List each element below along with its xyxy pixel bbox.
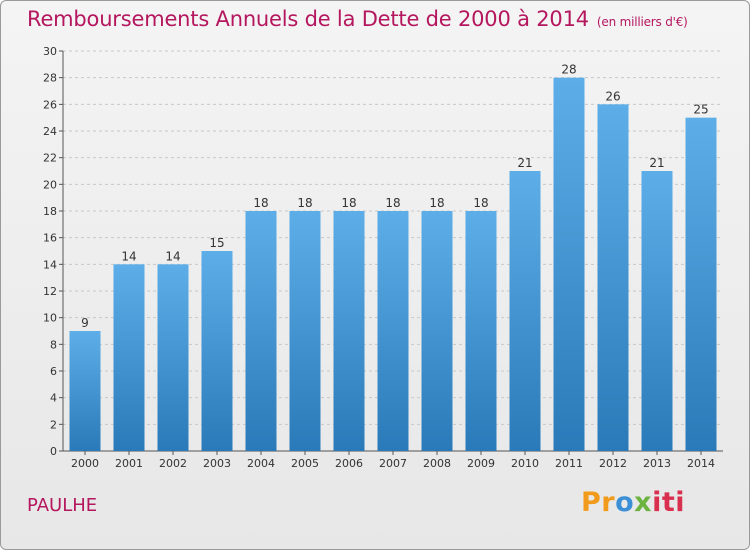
labels: 0246810121416182022242628302000920011420… xyxy=(43,45,715,470)
value-label-2006: 18 xyxy=(341,196,356,210)
x-tick-label-2000: 2000 xyxy=(71,457,99,470)
x-tick-label-2008: 2008 xyxy=(423,457,451,470)
value-label-2003: 15 xyxy=(209,236,224,250)
value-label-2008: 18 xyxy=(429,196,444,210)
x-tick-label-2005: 2005 xyxy=(291,457,319,470)
bar-2002 xyxy=(157,264,189,451)
bar-2008 xyxy=(421,211,453,451)
bar-2000 xyxy=(69,331,101,451)
bars xyxy=(69,77,717,452)
y-tick-label: 30 xyxy=(43,45,57,58)
x-tick-label-2013: 2013 xyxy=(643,457,671,470)
x-tick-label-2004: 2004 xyxy=(247,457,275,470)
chart-title-text: Remboursements Annuels de la Dette de 20… xyxy=(27,7,589,31)
value-label-2009: 18 xyxy=(473,196,488,210)
value-label-2010: 21 xyxy=(517,156,532,170)
value-label-2004: 18 xyxy=(253,196,268,210)
bar-2014 xyxy=(685,117,717,452)
y-tick-label: 2 xyxy=(50,418,57,431)
bar-2006 xyxy=(333,211,365,451)
x-tick-label-2011: 2011 xyxy=(555,457,583,470)
chart-title: Remboursements Annuels de la Dette de 20… xyxy=(27,7,688,31)
bar-2001 xyxy=(113,264,145,451)
value-label-2000: 9 xyxy=(81,316,89,330)
x-tick-label-2014: 2014 xyxy=(687,457,715,470)
value-label-2013: 21 xyxy=(649,156,664,170)
y-tick-label: 20 xyxy=(43,178,57,191)
bar-2004 xyxy=(245,211,277,451)
value-label-2002: 14 xyxy=(165,249,180,263)
chart-unit: (en milliers d'€) xyxy=(596,15,688,29)
y-tick-label: 14 xyxy=(43,258,57,271)
x-tick-label-2012: 2012 xyxy=(599,457,627,470)
bar-2013 xyxy=(641,171,673,451)
bar-2005 xyxy=(289,211,321,451)
bar-2012 xyxy=(597,104,629,451)
bar-2009 xyxy=(465,211,497,451)
y-tick-label: 6 xyxy=(50,365,57,378)
y-tick-label: 28 xyxy=(43,72,57,85)
bar-2007 xyxy=(377,211,409,451)
y-tick-label: 16 xyxy=(43,232,57,245)
bar-2010 xyxy=(509,171,541,451)
y-tick-label: 0 xyxy=(50,445,57,458)
commune-name: PAULHE xyxy=(27,495,98,516)
y-tick-label: 18 xyxy=(43,205,57,218)
x-tick-label-2007: 2007 xyxy=(379,457,407,470)
value-label-2001: 14 xyxy=(121,249,136,263)
x-tick-label-2002: 2002 xyxy=(159,457,187,470)
x-tick-label-2010: 2010 xyxy=(511,457,539,470)
bar-2011 xyxy=(553,77,585,452)
value-label-2012: 26 xyxy=(605,89,620,103)
value-label-2005: 18 xyxy=(297,196,312,210)
x-tick-label-2006: 2006 xyxy=(335,457,363,470)
y-tick-label: 12 xyxy=(43,285,57,298)
value-label-2014: 25 xyxy=(693,103,708,117)
y-tick-label: 22 xyxy=(43,152,57,165)
y-tick-label: 8 xyxy=(50,338,57,351)
y-tick-label: 4 xyxy=(50,392,57,405)
value-label-2007: 18 xyxy=(385,196,400,210)
bar-2003 xyxy=(201,251,233,451)
x-tick-label-2003: 2003 xyxy=(203,457,231,470)
y-tick-label: 10 xyxy=(43,312,57,325)
value-label-2011: 28 xyxy=(561,63,576,77)
x-tick-label-2001: 2001 xyxy=(115,457,143,470)
x-tick-label-2009: 2009 xyxy=(467,457,495,470)
y-tick-label: 24 xyxy=(43,125,57,138)
y-tick-label: 26 xyxy=(43,98,57,111)
proxiti-logo: Proxiti xyxy=(581,487,686,518)
